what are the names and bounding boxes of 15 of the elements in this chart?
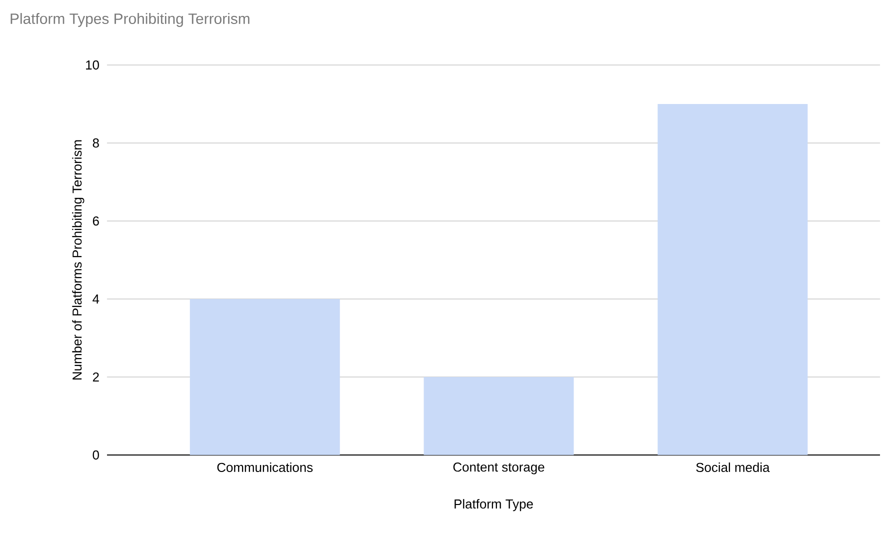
x-tick-label: Communications bbox=[217, 462, 313, 472]
bar bbox=[190, 298, 340, 455]
y-tick-label: 0 bbox=[92, 450, 99, 460]
y-tick-label: 4 bbox=[92, 294, 100, 304]
bar bbox=[658, 104, 808, 455]
bar bbox=[424, 376, 574, 455]
y-tick-label: 10 bbox=[86, 60, 99, 70]
y-axis-title: Number of Platforms Prohibiting Terrorism bbox=[72, 140, 84, 380]
chart-title: Platform Types Prohibiting Terrorism bbox=[10, 13, 250, 27]
x-axis-title: Platform Type bbox=[454, 499, 533, 512]
y-tick-label: 2 bbox=[92, 372, 99, 382]
x-tick-label: Content storage bbox=[453, 462, 544, 474]
y-tick-label: 8 bbox=[92, 138, 99, 148]
x-tick-label: Social media bbox=[696, 462, 770, 472]
y-tick-label: 6 bbox=[92, 216, 99, 226]
